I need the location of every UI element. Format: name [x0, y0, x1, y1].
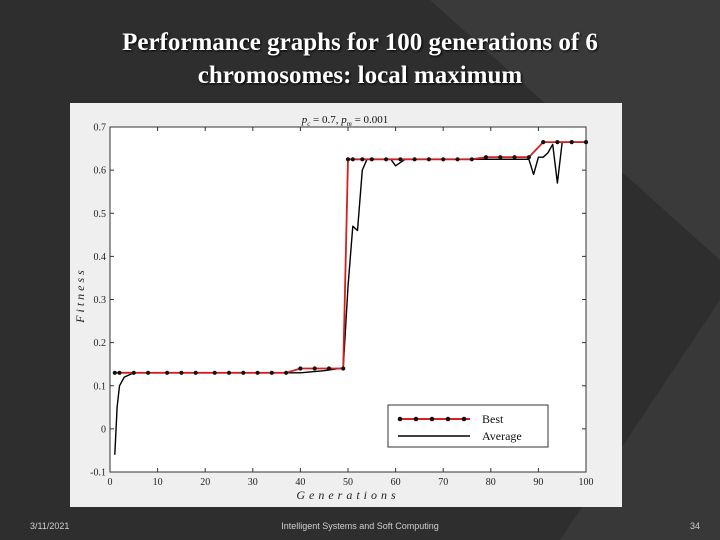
best-data-point	[241, 370, 246, 375]
chart-figure: 0 10 20 30 40 50 60 70 80 90 100 -0.1 0 0.1 0.2 0.3 0.4 0…	[70, 103, 622, 507]
best-series-line	[114, 141, 586, 374]
footer-date: 3/11/2021	[30, 521, 70, 531]
x-tick-label: 10	[153, 477, 163, 488]
y-tick-label: 0.3	[94, 295, 107, 306]
best-data-point	[269, 370, 274, 375]
y-axis-label: Fitness	[73, 267, 87, 324]
legend-box	[387, 404, 549, 448]
legend-best-marker	[445, 416, 451, 422]
best-data-point	[369, 157, 374, 162]
best-data-point	[326, 366, 332, 371]
best-data-point	[555, 140, 560, 145]
x-axis-label: Generations	[296, 488, 399, 502]
x-tick-label: 100	[579, 477, 594, 488]
best-data-point	[569, 140, 574, 145]
y-tick-label: 0.6	[94, 166, 107, 177]
x-tick-label: 40	[295, 477, 305, 488]
best-data-point	[193, 370, 198, 375]
best-data-point	[360, 157, 365, 162]
x-tick-label: 90	[533, 477, 543, 488]
y-tick-label: 0.1	[94, 381, 107, 392]
y-tick-label: 0.7	[94, 123, 107, 134]
slide-page-number: 34	[690, 521, 701, 531]
x-tick-label: 70	[438, 477, 448, 488]
best-data-point	[583, 140, 589, 145]
y-tick-label: 0.2	[94, 338, 107, 349]
best-data-point	[384, 157, 389, 162]
best-data-point	[398, 157, 403, 162]
legend-best-marker	[397, 416, 403, 422]
best-data-point	[512, 155, 517, 160]
best-data-point	[498, 155, 503, 160]
best-data-point	[131, 370, 136, 375]
legend-best-marker	[413, 416, 419, 422]
best-data-point	[441, 157, 446, 162]
best-data-point	[112, 370, 117, 375]
legend-average-label: Average	[482, 429, 522, 443]
best-data-point	[341, 366, 346, 371]
x-tick-label: 30	[248, 477, 258, 488]
best-data-point	[212, 370, 217, 375]
x-tick-label: 20	[200, 477, 210, 488]
slide-title-line-1: Performance graphs for 100 generations o…	[122, 29, 598, 56]
y-tick-label: 0.4	[94, 252, 107, 263]
best-data-point	[455, 157, 460, 162]
best-data-point	[255, 370, 260, 375]
best-data-point	[412, 157, 417, 162]
x-tick-label: 60	[391, 477, 401, 488]
footer-course-title: Intelligent Systems and Soft Computing	[281, 521, 439, 531]
slide-title-line-2: chromosomes: local maximum	[197, 62, 523, 89]
best-data-point	[483, 155, 489, 160]
legend-best-marker	[461, 416, 467, 422]
best-data-point	[226, 370, 232, 375]
best-data-point	[165, 370, 170, 375]
x-tick-label: 0	[108, 477, 113, 488]
best-data-point	[298, 366, 303, 371]
best-data-point	[146, 370, 151, 375]
chart-title: pc = 0.7, pm = 0.001	[301, 114, 389, 128]
best-data-point	[312, 366, 317, 371]
legend-best-marker	[429, 416, 435, 422]
performance-chart: 0 10 20 30 40 50 60 70 80 90 100-0.100.10.20.30.40…	[73, 114, 594, 502]
best-data-point	[345, 157, 351, 162]
best-data-point	[469, 157, 474, 162]
best-data-point	[426, 157, 431, 162]
slide-title: Performance graphs for 100 generations o…	[0, 26, 720, 92]
x-tick-label: 80	[486, 477, 496, 488]
x-tick-label: 50	[343, 477, 353, 488]
best-data-point	[350, 157, 355, 162]
best-data-point	[541, 140, 546, 145]
best-data-point	[179, 370, 184, 375]
best-data-point	[284, 370, 289, 375]
best-data-point	[117, 370, 122, 375]
best-data-point	[526, 155, 531, 160]
y-tick-label: -0.1	[90, 468, 106, 479]
y-tick-label: 0.5	[94, 209, 107, 220]
legend-best-label: Best	[482, 412, 504, 426]
y-tick-label: 0	[101, 424, 106, 435]
chart-legend: Best Average	[387, 404, 549, 448]
